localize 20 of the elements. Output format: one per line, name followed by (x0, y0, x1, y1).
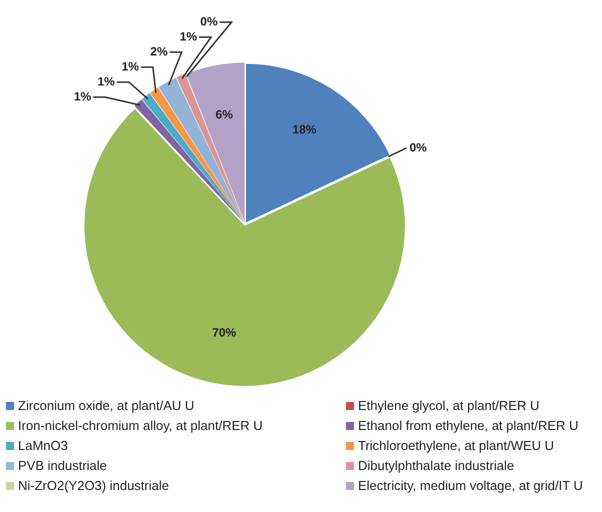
legend-label: Zirconium oxide, at plant/AU U (18, 398, 194, 413)
legend-label: Iron-nickel-chromium alloy, at plant/RER U (18, 418, 263, 433)
data-label: 1% (98, 74, 116, 88)
data-label: 1% (180, 29, 198, 44)
legend-label: Ni-ZrO2(Y2O3) industriale (18, 478, 169, 493)
legend-label: PVB industriale (18, 458, 107, 473)
text: 0% (200, 14, 218, 28)
legend-label: LaMnO3 (18, 438, 68, 453)
legend-label: Trichloroethylene, at plant/WEU U (358, 438, 554, 453)
data-label: 1% (74, 89, 92, 104)
data-label: 18% (292, 122, 317, 137)
data-label: 6% (216, 107, 234, 122)
data-label: 70% (212, 325, 237, 340)
data-label: 2% (150, 44, 168, 58)
data-label: 1% (122, 59, 140, 74)
text: 0% (410, 140, 427, 154)
legend-label: Ethanol from ethylene, at plant/RER U (358, 418, 578, 433)
legend-label: Dibutylphthalate industriale (358, 458, 514, 473)
legend-label: Ethylene glycol, at plant/RER U (358, 398, 540, 413)
legend-label: Electricity, medium voltage, at grid/IT U (358, 478, 583, 493)
